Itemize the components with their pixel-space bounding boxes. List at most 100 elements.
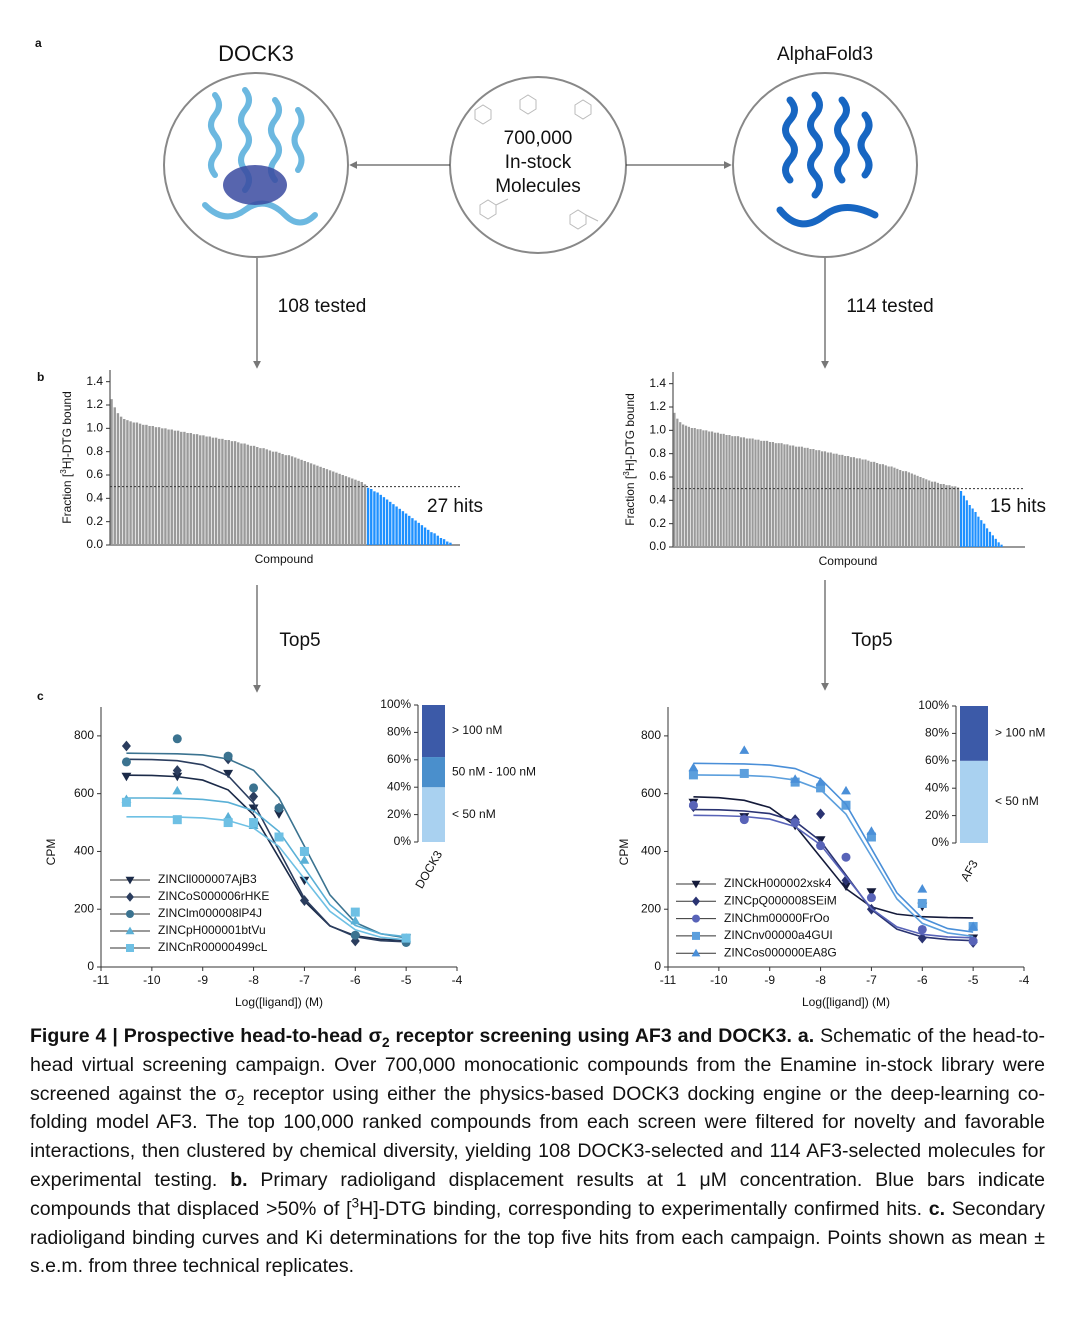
bar (262, 448, 265, 545)
y-tick-label: 100% (918, 698, 949, 712)
bar (757, 439, 760, 547)
caption-text: Primary radioligand displacement results… (30, 1168, 1045, 1220)
y-tick-label: 0% (932, 835, 950, 849)
bar (113, 407, 116, 545)
x-tick-label: -11 (93, 973, 110, 987)
point (249, 783, 259, 793)
bar (913, 474, 916, 547)
bar (690, 428, 693, 547)
helix (208, 92, 222, 178)
x-tick-label: -5 (968, 973, 979, 987)
legend-label: ZINCnv00000a4GUI (724, 928, 833, 942)
panel-label: c (37, 689, 44, 703)
bar (224, 440, 227, 545)
text-segment: 3 (59, 469, 68, 474)
caption-text: 3 (351, 1195, 360, 1211)
bar (192, 434, 196, 545)
bar (325, 469, 329, 545)
bar (812, 449, 815, 547)
bar (132, 422, 135, 545)
bar (351, 478, 354, 545)
bar (878, 464, 882, 547)
bar (803, 447, 806, 547)
bar (1000, 544, 1003, 547)
y-tick-label: 20% (925, 808, 949, 822)
bar (408, 515, 411, 545)
bar (221, 438, 224, 545)
point (841, 785, 851, 795)
bar (797, 446, 801, 547)
fit-curve (693, 808, 974, 942)
bar (847, 456, 850, 547)
point (815, 777, 826, 786)
x-axis-label: Compound (819, 554, 878, 568)
bar (696, 429, 699, 547)
legend-marker (691, 880, 701, 889)
bar (227, 440, 230, 545)
bar (716, 432, 719, 547)
y-tick-label: 40% (387, 779, 411, 793)
bar (896, 468, 899, 547)
point (816, 808, 826, 820)
bar (693, 428, 696, 547)
point (350, 930, 360, 940)
ring (479, 198, 509, 220)
x-tick-label: -7 (299, 973, 310, 987)
point (866, 826, 877, 835)
bar (902, 471, 905, 547)
bar (309, 463, 313, 545)
bar (180, 431, 183, 545)
af3-circle (732, 72, 918, 258)
y-tick-label: 0.8 (649, 446, 666, 460)
text-segment: H]-DTG bound (623, 393, 637, 471)
bar (852, 457, 856, 547)
fit-curve (126, 797, 407, 938)
legend-marker (125, 926, 135, 935)
bar (858, 458, 861, 547)
bar (971, 508, 974, 547)
tested-count: 114 tested (846, 296, 933, 317)
point (841, 874, 851, 886)
bar (786, 444, 789, 547)
bar (760, 440, 763, 547)
bar (780, 443, 783, 547)
point (172, 765, 182, 776)
bar (873, 461, 876, 547)
y-tick-label: 1.0 (649, 423, 666, 437)
bar (316, 465, 319, 545)
helix (834, 96, 850, 184)
bar (246, 444, 249, 545)
legend-marker (126, 910, 134, 918)
point (866, 893, 876, 903)
y-tick-label: 0% (394, 834, 412, 848)
top-label: Top5 (851, 630, 892, 651)
segment-label: > 100 nM (452, 723, 502, 737)
y-tick-label: 1.2 (649, 399, 666, 413)
bar (881, 464, 884, 547)
panel-label: a (35, 36, 42, 50)
point (121, 772, 132, 782)
point (274, 803, 284, 813)
point (968, 936, 978, 946)
point (299, 846, 309, 856)
bar (116, 413, 120, 545)
y-tick-label: 0.4 (649, 493, 666, 507)
category-label: DOCK3 (412, 848, 445, 891)
x-tick-label: -10 (710, 973, 728, 987)
fit-curve (693, 762, 974, 933)
point (249, 791, 259, 802)
bar (240, 443, 243, 545)
bar (734, 436, 737, 547)
point (121, 757, 131, 767)
bar (243, 443, 246, 545)
figure: a DOCK3 AlphaFold3 700,000 In-stock Mole… (35, 36, 1046, 1009)
bar (256, 447, 259, 545)
y-tick-label: 800 (74, 728, 94, 742)
bar (829, 452, 832, 547)
bar (237, 442, 240, 545)
bar (395, 506, 398, 545)
bar (252, 445, 256, 545)
point (223, 769, 234, 779)
bar (436, 535, 439, 545)
bar (719, 433, 722, 547)
